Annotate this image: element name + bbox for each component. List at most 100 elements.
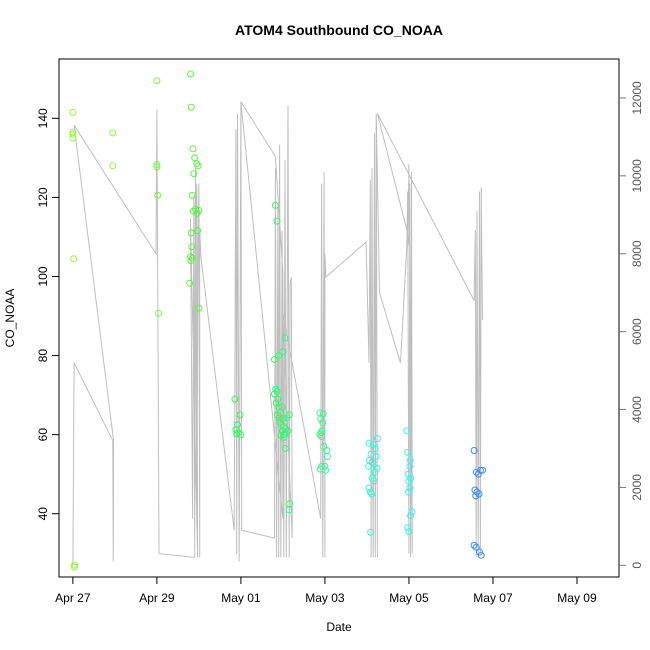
x-tick-label: Apr 29 [139, 591, 175, 605]
data-point [194, 227, 202, 235]
data-point [406, 484, 414, 492]
data-point [408, 508, 416, 516]
data-point [366, 488, 374, 496]
x-tick-label: May 09 [557, 591, 597, 605]
data-point [71, 563, 78, 571]
data-point [155, 309, 163, 317]
data-point [278, 403, 286, 411]
data-point [477, 551, 485, 559]
data-point [194, 162, 202, 170]
data-point [368, 458, 376, 466]
y-tick-label: 60 [36, 428, 50, 442]
data-point [473, 488, 481, 496]
data-point [365, 462, 373, 470]
data-point [405, 477, 413, 485]
data-point [153, 161, 161, 169]
chart-title: ATOM4 Southbound CO_NOAA [235, 22, 443, 38]
data-point [476, 466, 484, 474]
data-point [274, 395, 282, 403]
data-point [69, 130, 77, 138]
y2-tick-label: 12000 [630, 81, 644, 115]
data-point [271, 356, 278, 363]
data-point [234, 421, 241, 429]
data-point [109, 129, 117, 137]
y-tick-label: 40 [36, 507, 50, 521]
data-point [407, 512, 415, 520]
data-point [470, 541, 478, 549]
data-point [371, 445, 379, 452]
data-point [321, 462, 329, 470]
series-line-layer [72, 101, 483, 565]
data-point [365, 439, 373, 447]
data-point [109, 162, 117, 170]
y2-tick-label: 2000 [630, 474, 644, 501]
data-point [472, 543, 480, 551]
data-point [271, 201, 279, 209]
data-point [317, 415, 325, 423]
secondary-series-line [72, 101, 483, 565]
x-tick-label: May 07 [473, 591, 513, 605]
data-point [187, 257, 195, 265]
data-point [189, 145, 197, 153]
data-point [153, 163, 161, 171]
data-point [370, 477, 378, 485]
data-point [188, 243, 196, 251]
x-tick-label: May 03 [305, 591, 345, 605]
y-tick-label: 140 [36, 108, 50, 128]
data-point [187, 253, 194, 261]
data-point [285, 506, 293, 514]
data-point [280, 423, 288, 431]
y2-tick-label: 10000 [630, 159, 644, 193]
data-point [187, 229, 195, 237]
data-point [319, 419, 327, 427]
data-point [237, 431, 245, 439]
data-point [271, 390, 278, 398]
data-point [283, 414, 291, 422]
data-point [231, 395, 239, 403]
data-point [317, 429, 325, 437]
x-tick-label: May 01 [221, 591, 261, 605]
data-point [275, 414, 283, 422]
series-points-layer [69, 70, 486, 571]
data-point [404, 524, 412, 532]
data-point [316, 431, 324, 439]
data-point [479, 466, 486, 474]
data-point [373, 435, 381, 443]
data-point [284, 427, 292, 435]
data-point [281, 334, 289, 342]
y-tick-label: 120 [36, 187, 50, 207]
y2-tick-label: 8000 [630, 240, 644, 267]
data-point [70, 255, 78, 263]
data-point [371, 468, 379, 476]
y-axis: 40 60 80 100 120 140 [36, 108, 59, 520]
data-point [279, 433, 287, 441]
data-point [233, 430, 241, 438]
y-tick-label: 80 [36, 349, 50, 363]
data-point [273, 217, 281, 225]
data-point [195, 304, 203, 312]
data-point [71, 561, 78, 569]
y-axis-label: CO_NOAA [3, 289, 17, 348]
data-point [318, 433, 326, 441]
data-point [281, 445, 289, 452]
y2-tick-label: 4000 [630, 396, 644, 423]
x-tick-label: May 05 [389, 591, 429, 605]
data-point [193, 160, 201, 168]
data-point [322, 466, 330, 474]
data-point [236, 411, 244, 419]
data-point [369, 441, 377, 448]
data-point [275, 403, 283, 411]
y-tick-label: 100 [36, 266, 50, 286]
y2-tick-label: 6000 [630, 318, 644, 345]
data-point [154, 191, 162, 199]
data-point [474, 470, 482, 478]
data-point [195, 206, 203, 214]
data-point [186, 279, 194, 287]
data-point [279, 348, 287, 356]
data-point [405, 528, 413, 535]
data-point [69, 134, 77, 142]
data-point [192, 205, 199, 213]
data-point [368, 490, 376, 498]
data-point [320, 443, 328, 450]
